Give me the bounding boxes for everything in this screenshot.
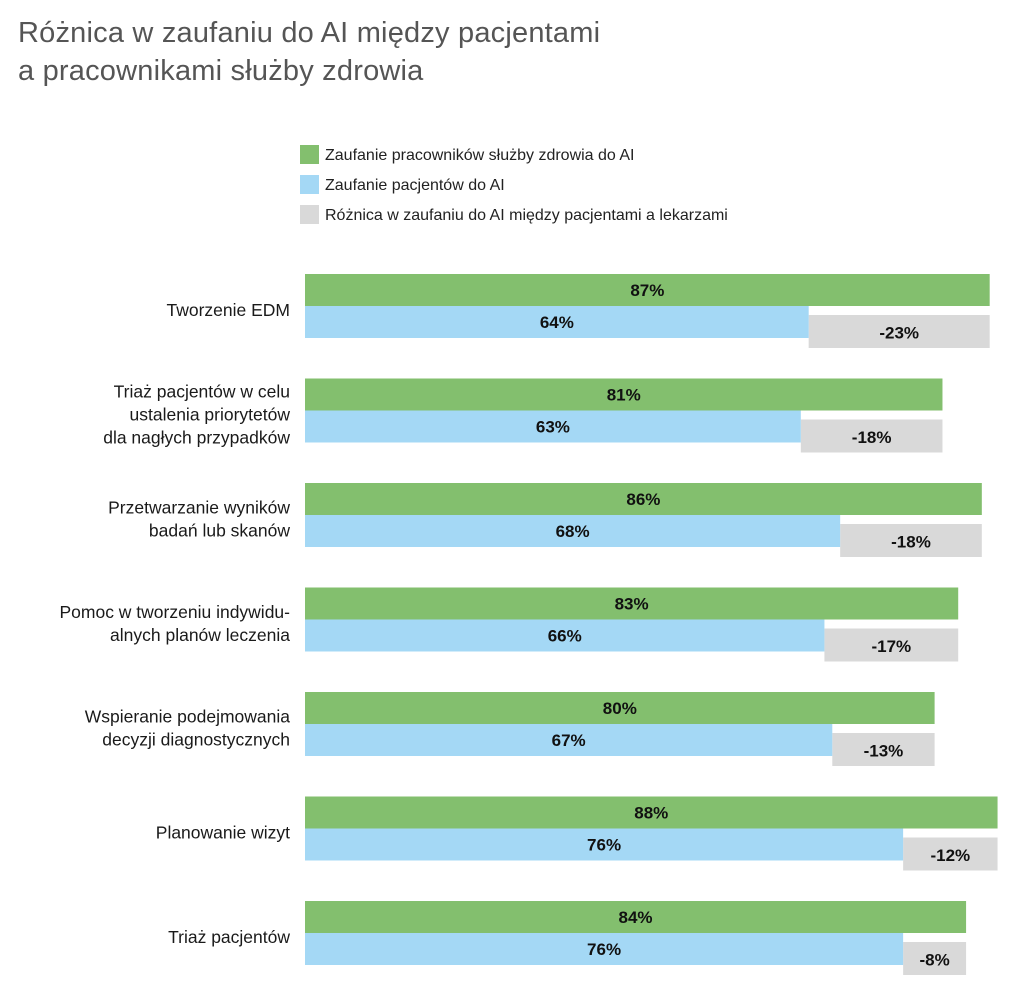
bar-difference-2 xyxy=(800,419,943,453)
category-label-5-line-1: Wspieranie podejmowania xyxy=(85,707,291,727)
bar-staff-7 xyxy=(305,901,967,933)
bars xyxy=(305,274,998,975)
bar-patients-1 xyxy=(305,306,809,338)
category-label-6-line-1: Planowanie wizyt xyxy=(156,823,290,843)
category-label-1-line-1: Tworzenie EDM xyxy=(166,300,290,320)
value-label-staff-5: 80% xyxy=(603,699,637,718)
bar-difference-7 xyxy=(903,942,967,975)
value-label-patients-1: 64% xyxy=(540,313,574,332)
chart-title: Różnica w zaufaniu do AI między pacjenta… xyxy=(18,14,918,90)
value-label-patients-4: 66% xyxy=(548,627,582,646)
category-label-7-line-1: Triaż pacjentów xyxy=(168,927,290,947)
value-label-staff-6: 88% xyxy=(634,804,668,823)
bar-staff-4 xyxy=(305,587,959,620)
bar-difference-4 xyxy=(824,628,959,662)
value-label-staff-2: 81% xyxy=(607,386,641,405)
value-label-staff-7: 84% xyxy=(619,908,653,927)
value-label-difference-4: -17% xyxy=(871,637,911,656)
bar-staff-1 xyxy=(305,274,990,306)
value-label-staff-4: 83% xyxy=(615,595,649,614)
legend-swatch-3 xyxy=(300,205,319,224)
category-label-5-line-2: decyzji diagnostycznych xyxy=(102,730,290,750)
value-label-difference-7: -8% xyxy=(919,951,949,970)
category-labels: Tworzenie EDM Triaż pacjentów w celu ustal… xyxy=(59,300,290,947)
value-label-difference-6: -12% xyxy=(930,846,970,865)
bar-patients-2 xyxy=(305,410,801,443)
category-label-2-line-1: Triaż pacjentów w celu xyxy=(114,382,290,402)
bar-patients-7 xyxy=(305,933,904,965)
bar-staff-6 xyxy=(305,796,998,829)
bar-staff-3 xyxy=(305,483,982,515)
value-labels: 87% 64% -23% 81% 63% -18% 86% 68% -18% 83% 66% -17%… xyxy=(536,281,970,970)
chart-title-line-2: a pracownikami służby zdrowia xyxy=(18,55,424,87)
bar-difference-6 xyxy=(903,837,998,871)
bar-patients-4 xyxy=(305,619,825,652)
value-label-patients-6: 76% xyxy=(587,836,621,855)
bar-patients-6 xyxy=(305,828,904,861)
legend-label-3: Różnica w zaufaniu do AI między pacjenta… xyxy=(325,207,728,224)
category-label-3-line-1: Przetwarzanie wyników xyxy=(108,498,290,518)
category-label-2-line-2: ustalenia priorytetów xyxy=(130,405,291,425)
bar-staff-5 xyxy=(305,692,935,724)
bar-difference-1 xyxy=(808,315,990,348)
category-label-2-line-3: dla nagłych przypadków xyxy=(103,428,290,448)
legend-label-1: Zaufanie pracowników służby zdrowia do A… xyxy=(325,147,635,164)
bar-difference-5 xyxy=(832,733,935,766)
bar-patients-3 xyxy=(305,515,841,547)
legend-swatch-1 xyxy=(300,145,319,164)
legend: Zaufanie pracowników służby zdrowia do A… xyxy=(300,145,728,224)
value-label-patients-7: 76% xyxy=(587,940,621,959)
chart-title-line-1: Różnica w zaufaniu do AI między pacjenta… xyxy=(18,17,601,49)
value-label-staff-1: 87% xyxy=(630,281,664,300)
bar-difference-3 xyxy=(840,524,982,557)
value-label-difference-1: -23% xyxy=(879,324,919,343)
category-label-3-line-2: badań lub skanów xyxy=(149,521,290,541)
legend-swatch-2 xyxy=(300,175,319,194)
value-label-patients-2: 63% xyxy=(536,418,570,437)
value-label-patients-5: 67% xyxy=(552,731,586,750)
value-label-patients-3: 68% xyxy=(556,522,590,541)
value-label-difference-5: -13% xyxy=(864,742,904,761)
value-label-difference-3: -18% xyxy=(891,533,931,552)
value-label-staff-3: 86% xyxy=(626,490,660,509)
legend-label-2: Zaufanie pacjentów do AI xyxy=(325,177,505,194)
bar-staff-2 xyxy=(305,378,943,411)
value-label-difference-2: -18% xyxy=(852,428,892,447)
category-label-4-line-2: alnych planów leczenia xyxy=(110,625,290,645)
bar-patients-5 xyxy=(305,724,833,756)
category-label-4-line-1: Pomoc w tworzeniu indywidu- xyxy=(59,602,290,622)
